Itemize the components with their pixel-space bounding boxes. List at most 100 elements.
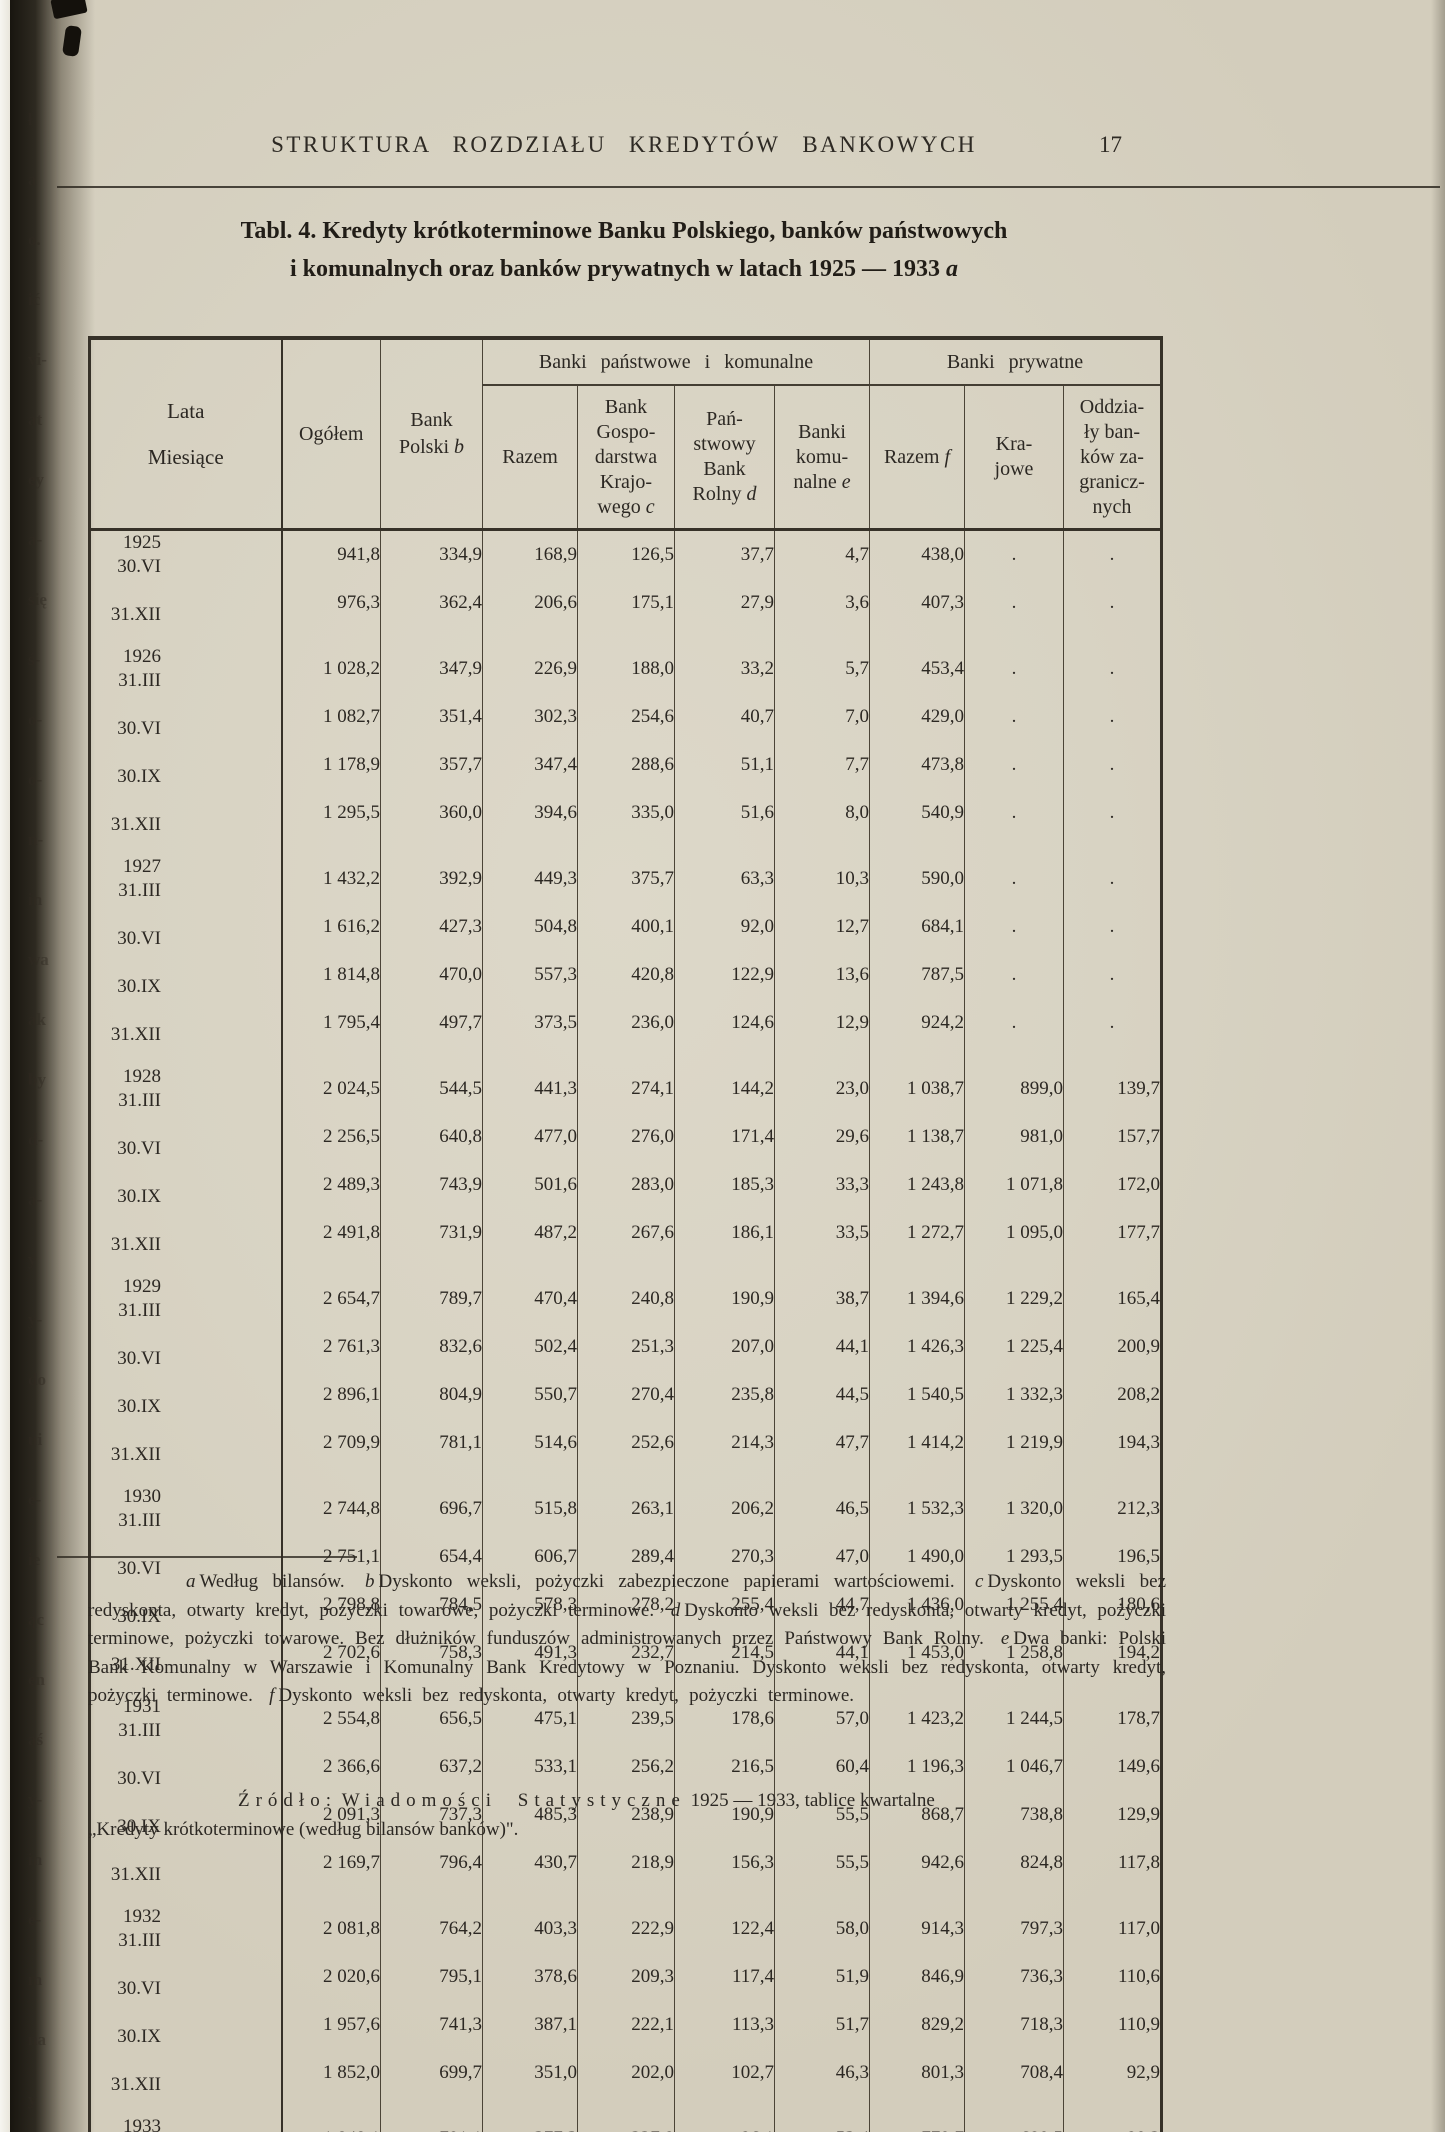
table-row: 192530.VI 941,8 334,9 168,9 126,5 37,7 4,7 438,… xyxy=(89,529,1162,579)
cell-value: 590,0 xyxy=(869,855,965,903)
gutter-text-fragment: ie xyxy=(28,1550,41,1569)
cell-value: 274,1 xyxy=(577,1065,675,1113)
cell-value: 263,1 xyxy=(577,1485,675,1533)
cell-value: . xyxy=(964,951,1064,999)
cell-value: 1 540,5 xyxy=(869,1371,965,1419)
cell-value: 190,9 xyxy=(674,1275,775,1323)
cell-value: 46,5 xyxy=(774,1485,870,1533)
cell-value: 1 219,9 xyxy=(964,1419,1064,1467)
cell-value: 924,2 xyxy=(869,999,965,1047)
gutter-text-fragment: a xyxy=(28,170,37,189)
group-gap xyxy=(89,2097,1162,2115)
cell-value: 795,1 xyxy=(380,1953,483,2001)
cell-value: 491,3 xyxy=(482,1629,578,1677)
cell-value: 501,6 xyxy=(482,1161,578,1209)
cell-value: 1 082,7 xyxy=(281,693,381,741)
col-header-razem-f: Razem f xyxy=(869,385,965,530)
table-row: 192831.III 2 024,5 544,5 441,3 274,1 144,2 23,… xyxy=(89,1065,1162,1113)
cell-value: 2 491,8 xyxy=(281,1209,381,1257)
cell-value: . xyxy=(964,693,1064,741)
cell-value: 1 243,8 xyxy=(869,1161,965,1209)
gutter-text-fragment: ui xyxy=(28,1430,43,1449)
cell-value: . xyxy=(964,579,1064,627)
cell-value: . xyxy=(964,855,1064,903)
cell-value: . xyxy=(1109,544,1115,565)
col-header-pbr: Pań- stwowy Bank Rolny d xyxy=(674,385,775,530)
gutter-text-fragment: m xyxy=(28,1970,43,1989)
cell-year-date: 193031.III xyxy=(89,1485,283,1533)
cell-value: 743,9 xyxy=(380,1161,483,1209)
cell-value: . xyxy=(964,789,1064,837)
col-header-bgk: Bank Gospo- darstwa Krajo- wego c xyxy=(577,385,675,530)
cell-value: 1 423,2 xyxy=(869,1695,965,1743)
cell-value: 185,3 xyxy=(674,1161,775,1209)
cell-value: 708,4 xyxy=(964,2049,1064,2097)
cell-value: 251,3 xyxy=(577,1323,675,1371)
chapter-title: STRUKTURA ROZDZIAŁU KREDYTÓW BANKOWYCH xyxy=(271,132,977,157)
cell-value: 288,6 xyxy=(577,741,675,789)
cell-year-date: 30.IX xyxy=(89,741,283,789)
cell-value: 177,7 xyxy=(1117,1222,1160,1243)
cell-value: 1 852,0 xyxy=(281,2049,381,2097)
table-title-line2: i komunalnych oraz banków prywatnych w l… xyxy=(289,256,959,282)
cell-value: 533,1 xyxy=(482,1743,578,1791)
gutter-text-fragment: a- xyxy=(28,1190,43,1209)
cell-value: 175,1 xyxy=(577,579,675,627)
cell-value: 149,6 xyxy=(1117,1756,1160,1777)
cell-value: 110,9 xyxy=(1117,2014,1160,2035)
cell-year-date: 31.XII xyxy=(89,579,283,627)
cell-value: 334,9 xyxy=(380,529,483,579)
cell-value: 578,3 xyxy=(482,1581,578,1629)
cell-value: 186,1 xyxy=(674,1209,775,1257)
cell-value: 420,8 xyxy=(577,951,675,999)
cell-value: 38,7 xyxy=(774,1275,870,1323)
cell-value: . xyxy=(1109,658,1115,679)
cell-value: 470,4 xyxy=(482,1275,578,1323)
cell-value: 278,2 xyxy=(577,1581,675,1629)
cell-value: 117,8 xyxy=(1117,1852,1160,1873)
cell-value: 200,9 xyxy=(1117,1336,1160,1357)
cell-value: 139,7 xyxy=(1117,1078,1160,1099)
cell-value: 941,8 xyxy=(281,529,381,579)
cell-value: 239,5 xyxy=(577,1695,675,1743)
cell-year-date: 192831.III xyxy=(89,1065,283,1113)
cell-year-date: 31.XII xyxy=(89,2049,283,2097)
cell-value: . xyxy=(964,903,1064,951)
gutter-text-fragment: y- xyxy=(28,1310,43,1329)
table-row: 192731.III 1 432,2 392,9 449,3 375,7 63,3 10,3… xyxy=(89,855,1162,903)
cell-value: 1 436,0 xyxy=(869,1581,965,1629)
cell-value: . xyxy=(964,999,1064,1047)
cell-value: 899,0 xyxy=(964,1065,1064,1113)
footnote-text: Dyskonto weksli bez redyskonta, otwarty … xyxy=(88,1571,1167,1621)
table-row: 30.IX 1 814,8 470,0 557,3 420,8 122,9 13,6 787,… xyxy=(89,951,1162,999)
cell-value: 23,0 xyxy=(774,1065,870,1113)
cell-value: 764,2 xyxy=(380,1905,483,1953)
cell-value: 254,6 xyxy=(577,693,675,741)
gutter-text-fragment: ś- xyxy=(28,650,41,669)
cell-value: 2 489,3 xyxy=(281,1161,381,1209)
gutter-text-fragment: at xyxy=(28,410,43,429)
footnotes: a Według bilansów. b Dyskonto weksli, poży… xyxy=(88,1568,1166,1711)
cell-value: 453,4 xyxy=(869,645,965,693)
table-row: 193131.III 2 554,8 656,5 475,1 239,5 178,6 57,… xyxy=(89,1695,1162,1743)
cell-value: 27,9 xyxy=(674,579,775,627)
cell-year-date: 192731.III xyxy=(89,855,283,903)
cell-value: 171,4 xyxy=(674,1113,775,1161)
cell-value: 357,7 xyxy=(380,741,483,789)
cell-value: 824,8 xyxy=(964,1839,1064,1887)
cell-value: 209,3 xyxy=(577,1953,675,2001)
source-name: Wiadomości Statystyczne xyxy=(341,1790,686,1811)
cell-year-date: 30.IX xyxy=(89,951,283,999)
cell-value: 1 957,6 xyxy=(281,2001,381,2049)
cell-value: 347,9 xyxy=(380,645,483,693)
cell-value: 7,7 xyxy=(774,741,870,789)
table-row: 31.XII 1 295,5 360,0 394,6 335,0 51,6 8,0 540,9… xyxy=(89,789,1162,837)
table-row: 30.VI 2 751,1 654,4 606,7 289,4 270,3 47,0 1 49… xyxy=(89,1533,1162,1581)
cell-value: 1 295,5 xyxy=(281,789,381,837)
col-header-bank-polski: Bank Polski b xyxy=(380,338,483,530)
group-gap xyxy=(89,1467,1162,1485)
cell-value: 832,6 xyxy=(380,1323,483,1371)
cell-value: 44,1 xyxy=(774,1323,870,1371)
gutter-text-fragment: en xyxy=(28,1670,45,1689)
